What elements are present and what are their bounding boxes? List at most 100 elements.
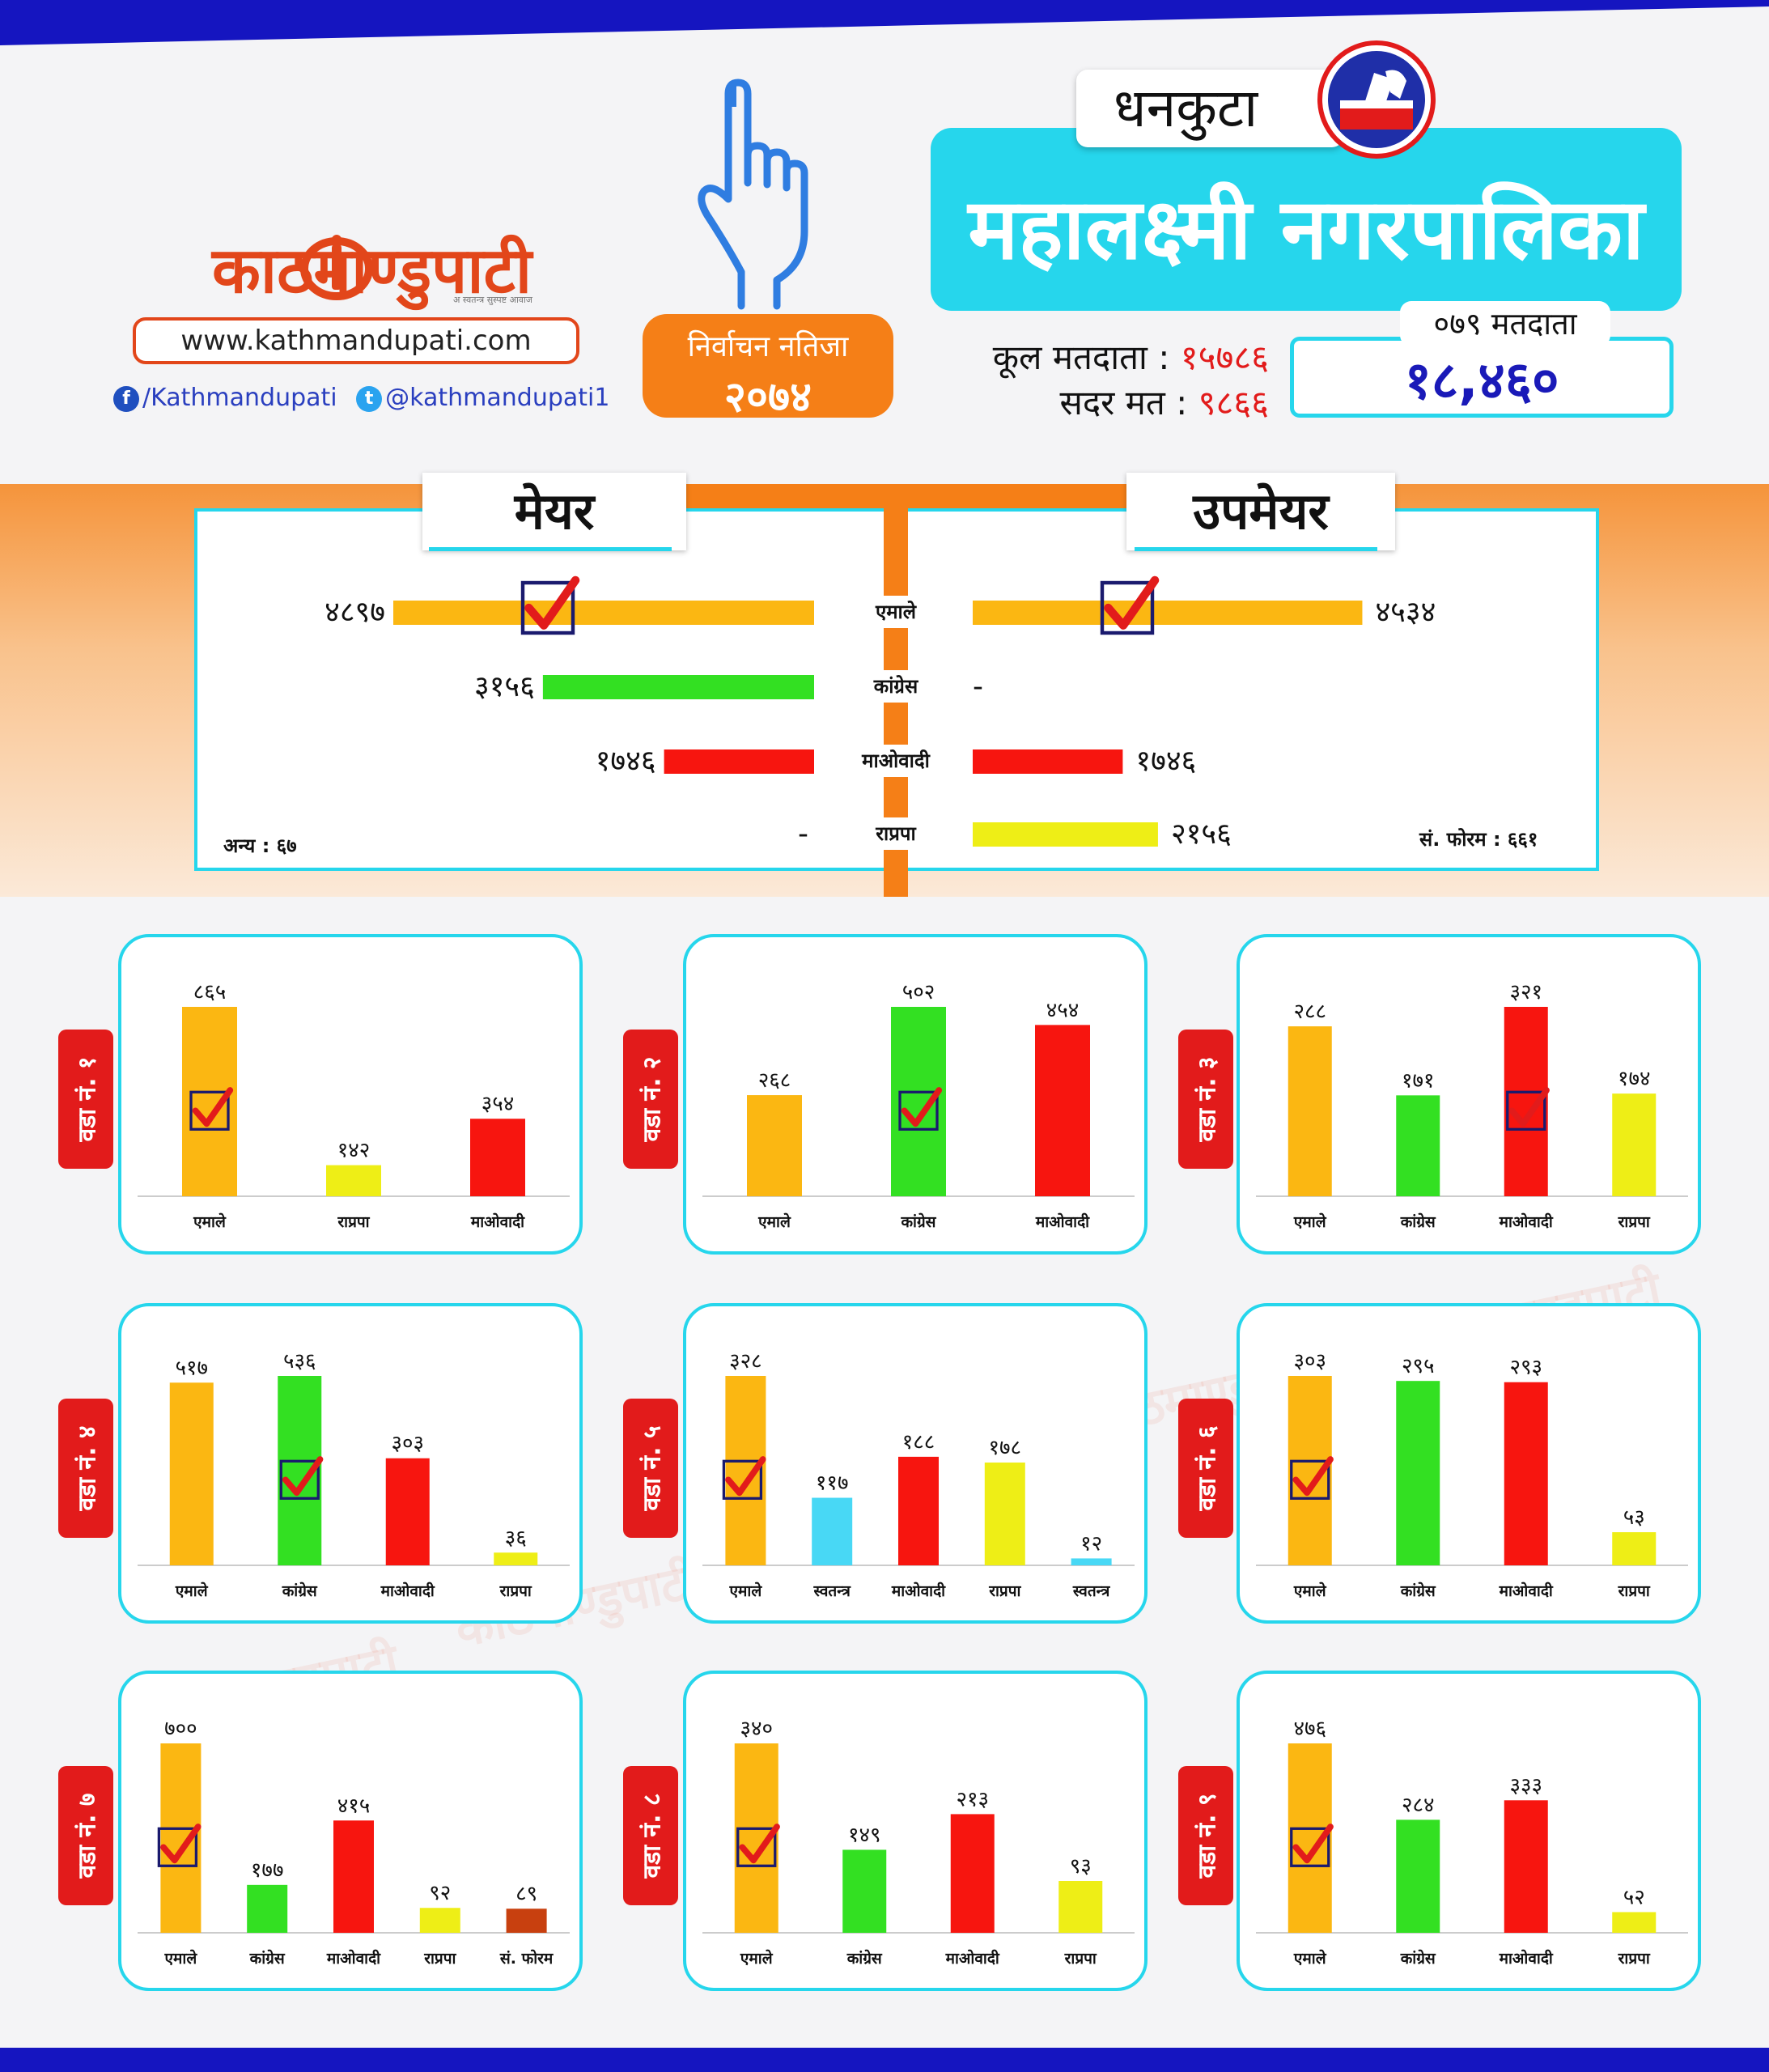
ward-category-label: माओवादी	[470, 1212, 525, 1231]
ward-bar-chart: ३०३ एमाले २९५ कांग्रेस २९३ माओवादी ५३ राप्रपा	[1256, 1349, 1688, 1600]
municipality-title: महालक्ष्मी नगरपालिका	[931, 128, 1682, 311]
ward-bar-value-label: ३६	[505, 1526, 527, 1550]
badge-title: निर्वाचन नतिजा	[687, 330, 849, 363]
ward-card: ४७६ एमाले २८४ कांग्रेस ३३३ माओवादी ५२ राप्रपा	[1237, 1671, 1701, 1991]
ward-bar	[898, 1456, 939, 1565]
ward-category-label: माओवादी	[326, 1949, 381, 1968]
ward-bar-value-label: ३३३	[1509, 1773, 1542, 1798]
winner-check-icon	[279, 1456, 324, 1500]
valid-votes-value: ९८६६	[1198, 383, 1269, 422]
website-link[interactable]: www.kathmandupati.com	[133, 317, 579, 364]
bottom-banner-stripe	[0, 2048, 1769, 2072]
facebook-icon[interactable]: f	[113, 385, 139, 412]
ward-category-label: कांग्रेस	[1400, 1212, 1436, 1231]
ward-bar-chart: ८६५ एमाले १४२ राप्रपा ३५४ माओवादी	[138, 980, 570, 1231]
ward-bar-value-label: ८६५	[193, 980, 227, 1004]
brand-logo-icon	[300, 235, 373, 300]
ward-number-tab: वडा नं. ६	[1178, 1399, 1233, 1538]
ward-category-label: माओवादी	[380, 1582, 435, 1600]
ward-bar-value-label: २८४	[1402, 1793, 1435, 1817]
ward-bar	[1288, 1026, 1332, 1196]
winner-check-icon	[736, 1824, 780, 1867]
ward-category-label: स्वतन्त्र	[1072, 1582, 1111, 1600]
ward-bar-chart: २६८ एमाले ५०२ कांग्रेस ४५४ माओवादी	[702, 980, 1135, 1231]
winner-check-icon	[1290, 1824, 1334, 1867]
ward-bar	[1504, 1800, 1548, 1933]
brand-name: काठमाण्डुपाटी	[212, 235, 532, 308]
ward-number-label: वडा नं. १	[73, 1056, 102, 1142]
ward-bar-value-label: ९२	[429, 1881, 451, 1905]
ward-category-label: एमाले	[175, 1582, 209, 1600]
election-result-badge: निर्वाचन नतिजा २०७४	[643, 314, 893, 422]
ward-category-label: माओवादी	[1035, 1212, 1090, 1231]
voter-stats: कूल मतदाता : १५७८६ सदर मत : ९८६६	[929, 335, 1269, 426]
ward-category-label: राप्रपा	[499, 1582, 532, 1600]
ward-bar-chart: ३४० एमाले १४९ कांग्रेस २१३ माओवादी ९३ राप्रपा	[702, 1717, 1135, 1968]
ward-number-label: वडा नं. ९	[1193, 1793, 1222, 1879]
ward-card: ८६५ एमाले १४२ राप्रपा ३५४ माओवादी	[118, 934, 583, 1255]
ward-card: ३२८ एमाले ११७ स्वतन्त्र १८८ माओवादी १७८ राप्रपा…	[683, 1303, 1148, 1624]
ward-bar-chart: ४७६ एमाले २८४ कांग्रेस ३३३ माओवादी ५२ राप्रपा	[1256, 1717, 1688, 1968]
brand-tagline: अ स्वतन्त्र सुस्पष्ट आवाज	[453, 295, 532, 305]
mayor-bars-svg	[393, 575, 1363, 847]
party-label: राप्रपा	[845, 817, 947, 850]
valid-votes-label: सदर मत :	[1059, 383, 1188, 422]
ward-category-label: एमाले	[1293, 1949, 1327, 1968]
ward-bar-chart: ३२८ एमाले ११७ स्वतन्त्र १८८ माओवादी १७८ राप्रपा…	[702, 1349, 1135, 1600]
ward-category-label: एमाले	[1293, 1582, 1327, 1600]
facebook-handle[interactable]: /Kathmandupati	[142, 384, 337, 412]
twitter-icon[interactable]: t	[356, 385, 383, 412]
ward-number-tab: वडा नं. ४	[58, 1399, 113, 1538]
ward-bar	[169, 1382, 214, 1565]
deputy-bar	[973, 749, 1123, 774]
ward-bar	[842, 1849, 887, 1933]
ward-bar-value-label: ५०२	[902, 980, 935, 1004]
ward-bar	[506, 1909, 547, 1933]
winner-check-icon	[1506, 1087, 1550, 1131]
ward-bar	[326, 1165, 381, 1196]
ward-bar-value-label: ३४०	[740, 1717, 773, 1741]
ward-category-label: एमाले	[193, 1212, 227, 1231]
deputy-vote-label: -	[973, 670, 983, 703]
voters-079-value: १८,४६०	[1404, 351, 1559, 411]
ward-bar	[494, 1552, 538, 1565]
ward-bar-value-label: ३२१	[1509, 980, 1542, 1004]
ward-bar	[725, 1376, 766, 1565]
ward-card: ३४० एमाले १४९ कांग्रेस २१३ माओवादी ९३ राप्रपा	[683, 1671, 1148, 1991]
mayor-vote-label: ३१५६	[473, 670, 535, 703]
winner-check-icon	[1100, 575, 1160, 635]
ward-bar-value-label: १४९	[848, 1823, 881, 1847]
ward-bar-chart: २८८ एमाले १७१ कांग्रेस ३२१ माओवादी १७४ राप्रपा	[1256, 980, 1688, 1231]
ward-bar	[333, 1820, 374, 1933]
ward-bar-value-label: ८९	[515, 1882, 537, 1906]
top-banner-stripe	[0, 0, 1769, 45]
ward-card: ५१७ एमाले ५३६ कांग्रेस ३०३ माओवादी ३६ राप्रपा	[118, 1303, 583, 1624]
voters-079-box	[1290, 337, 1674, 418]
party-label: कांग्रेस	[845, 670, 947, 703]
ward-number-tab: वडा नं. १	[58, 1030, 113, 1169]
deputy-bar	[973, 601, 1363, 625]
mayor-bar	[664, 749, 814, 774]
total-voters-value: १५७८६	[1180, 338, 1269, 377]
twitter-handle[interactable]: @kathmandupati1	[385, 384, 610, 412]
ward-category-label: एमाले	[1293, 1212, 1327, 1231]
ward-bar	[470, 1119, 525, 1196]
ward-category-label: एमाले	[729, 1582, 763, 1600]
ward-bar	[1504, 1382, 1548, 1565]
ward-category-label: कांग्रेस	[249, 1949, 286, 1968]
ward-category-label: राप्रपा	[1064, 1950, 1097, 1968]
ward-bar-value-label: ३०३	[1293, 1349, 1326, 1374]
ward-number-tab: वडा नं. ७	[58, 1766, 113, 1905]
voters-079-label: ०७९ मतदाता	[1400, 301, 1610, 346]
ward-bar-value-label: ४७६	[1293, 1717, 1326, 1741]
ward-category-label: कांग्रेस	[1400, 1949, 1436, 1968]
ward-category-label: सं. फोरम	[499, 1949, 554, 1968]
ward-category-label: कांग्रेस	[900, 1212, 936, 1231]
ward-bar-value-label: ११७	[816, 1471, 849, 1496]
ward-bar	[812, 1497, 853, 1565]
others-note: अन्य : ६७	[223, 834, 297, 857]
ward-number-tab: वडा नं. ३	[1178, 1030, 1233, 1169]
ward-category-label: माओवादी	[945, 1949, 1000, 1968]
ward-bar-value-label: २९३	[1509, 1356, 1542, 1380]
mayor-vote-label: -	[798, 817, 808, 851]
